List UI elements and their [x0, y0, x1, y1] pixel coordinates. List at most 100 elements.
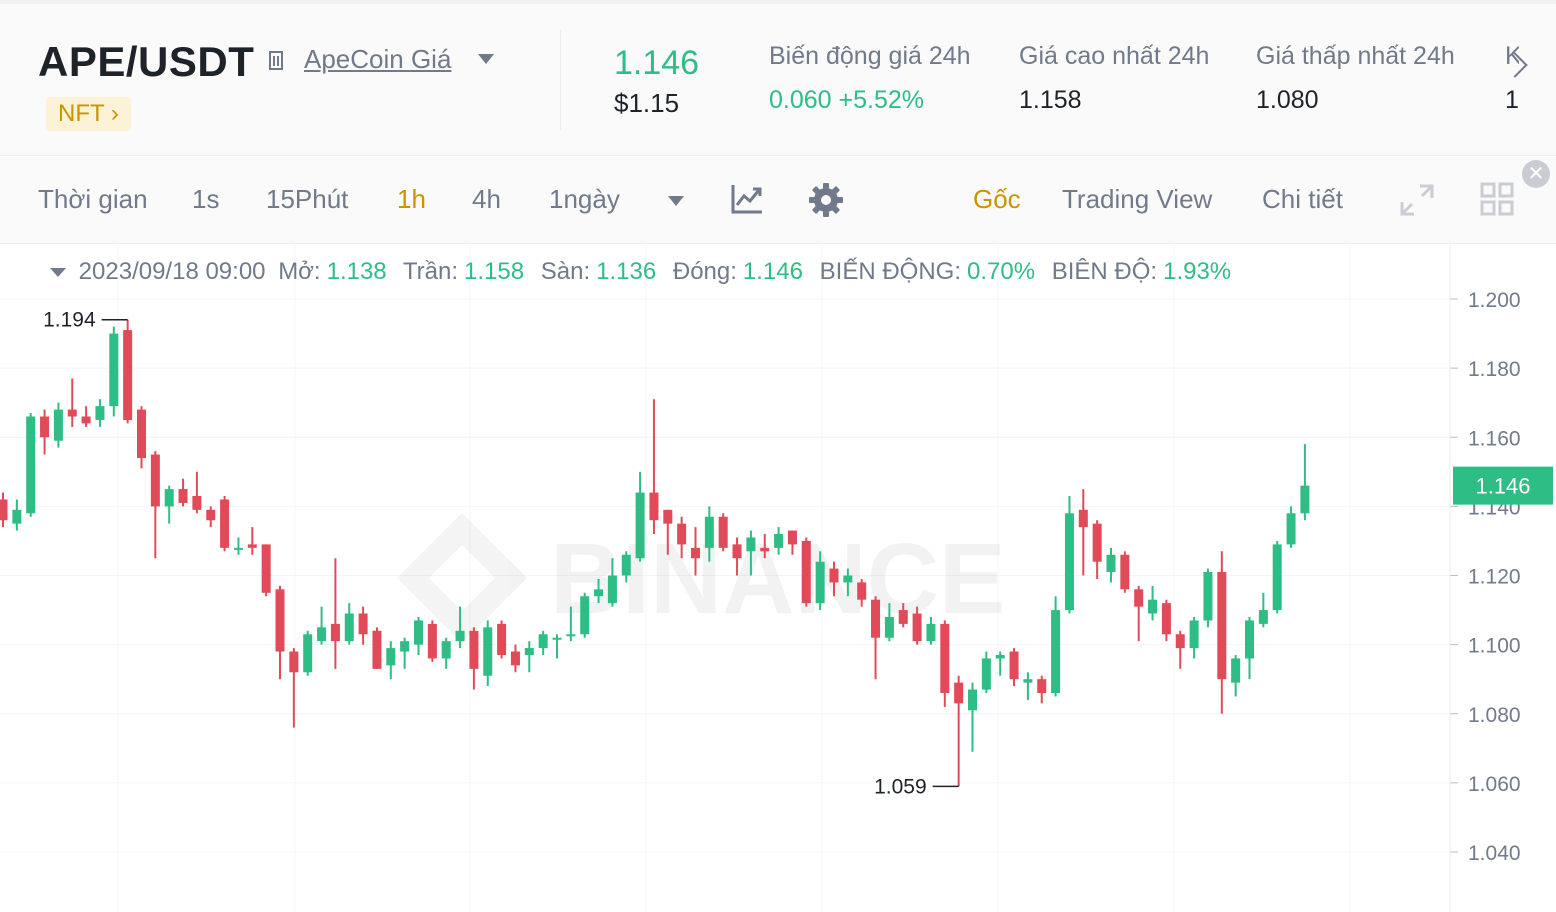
ohlc-open-value: 1.138: [326, 258, 387, 285]
candle-body: [871, 599, 881, 638]
interval-4h[interactable]: 4h: [472, 184, 501, 214]
candle-body: [137, 409, 146, 458]
last-price-tag: [1453, 466, 1553, 505]
candle-body: [787, 530, 797, 545]
ticker-header: [0, 0, 1556, 156]
ohlc-change-label: BIẾN ĐỘNG:: [819, 258, 961, 285]
binance-logo-icon: [397, 513, 527, 643]
stat-value-24h-low: 1.080: [1256, 86, 1319, 114]
y-tick-label: 1.060: [1468, 773, 1521, 796]
candle-body: [261, 544, 271, 593]
candle-body: [95, 406, 105, 420]
candle-body: [164, 489, 174, 507]
pair-title: APE/USDT: [38, 38, 255, 85]
chevron-down-icon[interactable]: [478, 54, 494, 64]
candle-body: [247, 544, 257, 548]
book-icon[interactable]: [268, 50, 286, 72]
candle-body: [344, 613, 354, 642]
interval-15m[interactable]: 15Phút: [266, 184, 349, 214]
candle-body: [1009, 651, 1019, 680]
interval-1h[interactable]: 1h: [397, 184, 426, 214]
layout-grid-icon[interactable]: [1480, 182, 1516, 218]
candle-body: [746, 537, 756, 552]
candle-body: [760, 547, 770, 552]
indicator-chart-icon[interactable]: [730, 183, 764, 215]
interval-1s[interactable]: 1s: [192, 184, 220, 214]
interval-more-chevron-icon[interactable]: [668, 196, 684, 206]
candle-body: [1051, 610, 1061, 694]
candle-body: [206, 509, 216, 521]
candle-body: [1217, 572, 1227, 680]
candle-body: [552, 637, 562, 640]
gear-icon[interactable]: [808, 182, 844, 218]
candle-body: [275, 589, 285, 652]
candle-body: [801, 540, 811, 604]
stat-value-24h-change: 0.060 +5.52%: [769, 86, 924, 114]
candle-body: [732, 544, 742, 559]
candle-body: [857, 582, 867, 600]
view-tradingview[interactable]: Trading View: [1062, 184, 1213, 214]
ohlc-amplitude-value: 1.93%: [1163, 258, 1232, 285]
min-price-label: 1.059: [874, 775, 927, 798]
ohlc-date: 2023/09/18 09:00: [78, 258, 266, 285]
candle-body: [150, 454, 160, 507]
ohlc-low-label: Sàn:: [540, 258, 591, 285]
candle-body: [441, 641, 451, 659]
candlestick-chart[interactable]: 1.2001.1801.1601.1401.1201.1001.0801.060…: [0, 245, 1556, 912]
last-price-usd: $1.15: [614, 88, 680, 118]
candle-body: [912, 613, 922, 642]
candle-body: [1286, 513, 1296, 545]
candle-body: [220, 499, 230, 548]
ohlc-open-label: Mở:: [278, 258, 321, 285]
candle-body: [1272, 544, 1282, 611]
stat-value-24h-high: 1.158: [1019, 86, 1082, 114]
candle-body: [635, 492, 645, 559]
candle-body: [1120, 554, 1130, 590]
candle-body: [317, 627, 327, 642]
view-depth[interactable]: Chi tiết: [1262, 184, 1343, 214]
candle-body: [940, 623, 950, 694]
view-original[interactable]: Gốc: [973, 184, 1021, 214]
candle-body: [1106, 554, 1116, 573]
legend-collapse-icon[interactable]: [50, 268, 66, 278]
candle-body: [1175, 634, 1185, 649]
stat-label-24h-low: Giá thấp nhất 24h: [1256, 42, 1455, 70]
coin-info-link[interactable]: ApeCoin Giá: [304, 44, 452, 74]
candle-body: [1189, 620, 1199, 649]
candle-body: [898, 610, 908, 624]
candle-body: [607, 575, 617, 604]
y-tick-label: 1.200: [1468, 289, 1521, 312]
ohlc-amplitude-label: BIÊN ĐỘ:: [1051, 258, 1158, 285]
candle-body: [26, 416, 36, 514]
candle-body: [1134, 589, 1144, 607]
candle-body: [192, 496, 202, 510]
fullscreen-icon[interactable]: [1398, 182, 1436, 218]
chart-toolbar: [0, 157, 1556, 244]
candle-body: [884, 616, 894, 638]
candle-body: [358, 613, 368, 635]
candle-body: [53, 409, 63, 441]
candle-body: [67, 409, 77, 417]
candle-body: [524, 648, 534, 655]
candle-body: [372, 630, 382, 669]
candle-body: [510, 651, 520, 666]
nft-badge[interactable]: NFT ›: [46, 97, 131, 131]
candle-body: [1023, 679, 1033, 683]
candle-body: [968, 689, 977, 711]
y-tick-label: 1.120: [1468, 566, 1521, 589]
candle-body: [1148, 599, 1158, 614]
candle-body: [1064, 513, 1074, 611]
close-icon[interactable]: ✕: [1522, 160, 1550, 188]
ohlc-close-value: 1.146: [742, 258, 803, 285]
candle-body: [40, 416, 50, 438]
candle-body: [289, 651, 299, 673]
candle-body: [981, 658, 991, 690]
candle-body: [538, 634, 548, 649]
candle-body: [427, 623, 437, 659]
candle-body: [815, 561, 825, 604]
candle-body: [12, 509, 22, 524]
interval-1d[interactable]: 1ngày: [549, 184, 620, 214]
candle-body: [926, 623, 936, 642]
stat-label-24h-high: Giá cao nhất 24h: [1019, 42, 1210, 70]
candle-body: [580, 596, 590, 635]
